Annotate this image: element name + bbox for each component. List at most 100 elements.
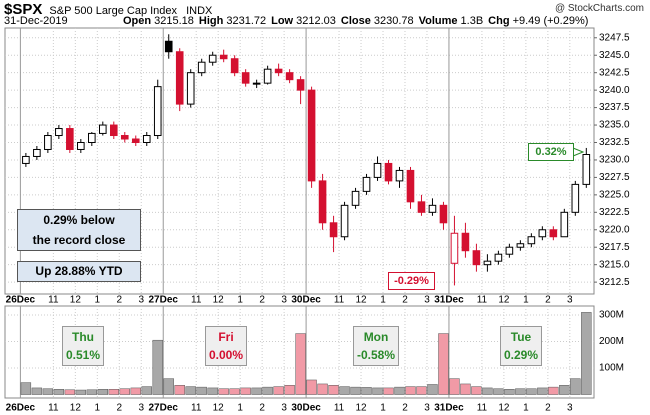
day-change: 0.51% [66,348,101,362]
x-tick-label: 2 [402,295,408,306]
x-tick-label: 11 [477,295,488,306]
volume-tick-label: 100M [599,363,624,374]
volume-bar [42,388,54,395]
candle-body [131,138,140,143]
candle-body [417,201,426,213]
x-tick-label: 2 [259,403,265,414]
day-name: Tue [510,330,532,344]
volume-bar [196,386,207,395]
volume-bar [460,383,471,395]
candle-body [22,155,30,164]
volume-bar [570,378,581,395]
x-tick-label: 11 [334,403,345,414]
x-tick-label: 1 [380,403,386,414]
candle-body [241,72,250,84]
candle-body [395,169,404,182]
y-tick-label: 3212.5 [599,277,630,288]
candle-body [99,124,107,134]
x-tick-label: 2 [117,403,123,414]
x-tick-label: 12 [355,295,367,306]
volume-bar [482,387,493,395]
candle-body [263,68,272,84]
volume-bar [174,385,185,395]
volume-bar [493,388,504,395]
volume-bar [405,386,416,395]
candle-body [88,132,96,143]
volume-bar [130,387,141,395]
symbol: $SPX [4,1,43,18]
candle-body [560,211,569,238]
volume-bar [449,378,460,395]
candle-body [450,232,459,264]
ytd-note: Up 28.88% YTD [17,261,141,282]
x-tick-label: 1 [523,403,529,414]
day-change: -0.58% [357,348,396,362]
field-value: +9.49 (+0.29%) [512,15,589,27]
day-box: Mon -0.58% [353,326,400,366]
x-tick-label: 1 [523,295,529,306]
x-tick-label: 2 [545,295,551,306]
candle-body [571,183,580,213]
field-value: 3215.18 [154,15,194,27]
volume-bar [306,379,317,395]
x-tick-label: 11 [191,403,202,414]
candle-body [274,68,283,74]
volume-bar [86,389,98,395]
x-tick-label: 1 [380,295,386,306]
volume-bar [229,388,240,395]
x-tick-label: 11 [334,295,345,306]
x-tick-label: 12 [498,295,510,306]
x-tick-label: 2 [259,295,265,306]
header-line: $SPX S&P 500 Large Cap Index INDX [4,1,212,18]
candle-body [66,128,74,150]
y-tick-label: 3235.0 [599,120,630,131]
candle-body [461,232,470,252]
volume-bar [119,388,130,395]
candle-body [538,229,547,238]
volume-bar [548,386,559,395]
candle-body [516,243,525,248]
candle-body [483,260,492,266]
date: 31-Dec-2019 [4,15,68,27]
volume-bar [207,387,218,395]
field-value: 3230.78 [373,15,414,27]
volume-bar [372,387,383,395]
y-tick-label: 3222.5 [599,207,630,218]
candle-body [219,54,228,60]
volume-bar [20,382,32,395]
y-tick-label: 3240.0 [599,85,630,96]
x-tick-label: 12 [355,403,367,414]
field-label: Chg [488,15,510,27]
day-name: Fri [218,330,234,344]
volume-bar [438,333,449,395]
x-tick-label: 3 [138,403,144,414]
volume-bar [152,339,163,395]
x-tick-label: 3 [567,403,573,414]
x-tick-label: 30Dec [291,403,321,414]
day-box: Thu 0.51% [62,326,105,366]
volume-bar [317,383,328,395]
volume-bar [515,388,526,395]
candle-body [44,135,52,150]
volume-bar [581,312,592,395]
x-tick-label: 11 [477,403,488,414]
x-tick-label: 26Dec [6,295,36,306]
volume-bar [97,389,108,395]
index-name: S&P 500 Large Cap Index [49,5,178,17]
volume-bar [141,386,152,395]
volume-bar [471,386,482,395]
day-name: Mon [363,330,389,344]
x-tick-label: 1 [95,403,101,414]
last-change-tag: 0.32% [528,143,574,161]
candle-body [186,72,195,105]
candle-body [527,236,536,245]
candle-body [505,246,514,255]
y-tick-label: 3227.5 [599,172,630,183]
day-name: Thu [72,330,95,344]
x-tick-label: 12 [70,295,82,306]
candle-body [582,154,591,185]
volume-bar [328,385,339,395]
volume-bar [273,386,284,395]
low-change-tag: -0.29% [388,272,435,290]
